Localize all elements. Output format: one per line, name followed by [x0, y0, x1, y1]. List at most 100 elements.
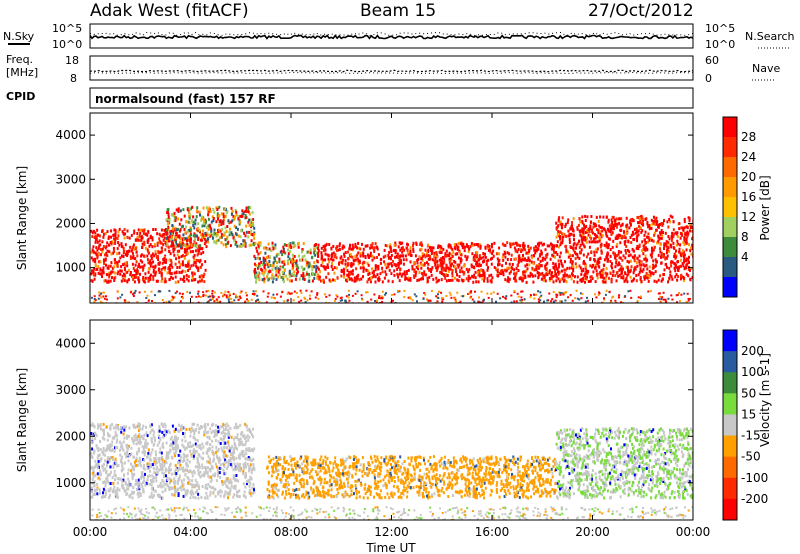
rti-cell [652, 259, 655, 263]
rti-cell [661, 234, 664, 238]
rti-cell [94, 231, 97, 235]
rti-cell [489, 248, 491, 252]
rti-cell [237, 234, 240, 238]
rti-cell [187, 470, 190, 474]
rti-cell [125, 450, 128, 454]
rti-cell [159, 234, 162, 238]
rti-cell [685, 272, 688, 276]
rti-cell [91, 235, 94, 238]
rti-cell [249, 475, 252, 479]
rti-cell [214, 451, 217, 455]
rti-cell [571, 260, 574, 264]
rti-cell [520, 296, 523, 299]
rti-cell [283, 268, 286, 272]
rti-cell [220, 431, 223, 435]
rti-cell [389, 243, 392, 247]
rti-cell [139, 439, 142, 443]
rti-cell [427, 257, 430, 261]
rti-cell [225, 211, 228, 215]
rti-cell [129, 273, 132, 277]
rti-cell [415, 243, 418, 246]
rti-cell [421, 252, 424, 256]
rti-cell [604, 229, 607, 233]
rti-cell [166, 456, 169, 460]
rti-cell [532, 280, 535, 284]
rti-cell [191, 278, 193, 282]
rti-cell [209, 480, 212, 484]
rti-cell [561, 292, 564, 295]
rti-cell [234, 294, 237, 297]
rti-cell [114, 473, 117, 477]
rti-cell [497, 260, 500, 264]
rti-cell [678, 247, 681, 251]
rti-cell [173, 253, 176, 257]
rti-cell [270, 264, 273, 268]
rti-cell [202, 457, 205, 461]
rti-cell [603, 298, 606, 301]
rti-cell [285, 243, 288, 247]
rti-cell [191, 485, 194, 489]
rti-cell [282, 275, 285, 279]
rti-cell [104, 459, 107, 463]
rti-cell [551, 271, 553, 275]
rti-cell [497, 252, 500, 256]
rti-cell [157, 290, 160, 293]
rti-cell [133, 269, 136, 273]
rti-cell [584, 238, 587, 242]
rti-cell [199, 238, 202, 242]
rti-cell [186, 492, 189, 495]
rti-cell [169, 444, 172, 448]
rti-cell [444, 252, 447, 256]
rti-cell [253, 226, 256, 230]
rti-cell [242, 454, 245, 458]
rti-cell [664, 263, 667, 267]
rti-cell [282, 247, 285, 251]
rti-cell [581, 293, 584, 295]
rti-cell [660, 231, 663, 235]
rti-cell [140, 476, 143, 480]
rti-cell [646, 267, 649, 271]
rti-cell [587, 280, 590, 283]
rti-cell [175, 208, 178, 212]
rti-cell [255, 280, 257, 284]
rti-cell [260, 267, 263, 271]
rti-cell [96, 267, 99, 271]
rti-cell [570, 246, 573, 249]
rti-cell [685, 237, 688, 241]
rti-cell [585, 225, 588, 228]
rti-cell [112, 233, 115, 237]
rti-cell [225, 296, 228, 299]
rti-cell [212, 233, 215, 237]
rti-cell [123, 228, 126, 232]
rti-cell [108, 460, 111, 463]
rti-cell [639, 276, 642, 280]
rti-cell [579, 278, 582, 282]
rti-cell [99, 491, 101, 495]
rti-cell [168, 300, 171, 303]
rti-cell [642, 263, 645, 267]
rti-cell [616, 222, 619, 226]
rti-cell [514, 276, 516, 280]
rti-cell [176, 480, 179, 484]
rti-cell [178, 474, 181, 478]
rti-cell [458, 301, 461, 303]
rti-cell [190, 264, 193, 268]
rti-cell [173, 485, 176, 489]
rti-cell [164, 277, 167, 281]
rti-cell [159, 483, 162, 487]
rti-cell [116, 272, 119, 276]
rti-cell [374, 300, 376, 302]
rti-cell [409, 249, 412, 253]
rti-cell [187, 235, 190, 239]
rti-cell [173, 228, 176, 232]
rti-cell [605, 243, 608, 247]
rti-cell [199, 279, 201, 283]
rti-cell [442, 248, 445, 251]
rti-cell [348, 293, 350, 296]
rti-cell [254, 290, 257, 293]
rti-cell [519, 244, 522, 248]
rti-cell [163, 462, 166, 466]
rti-cell [561, 235, 564, 239]
rti-cell [641, 269, 644, 273]
rti-cell [617, 250, 620, 253]
